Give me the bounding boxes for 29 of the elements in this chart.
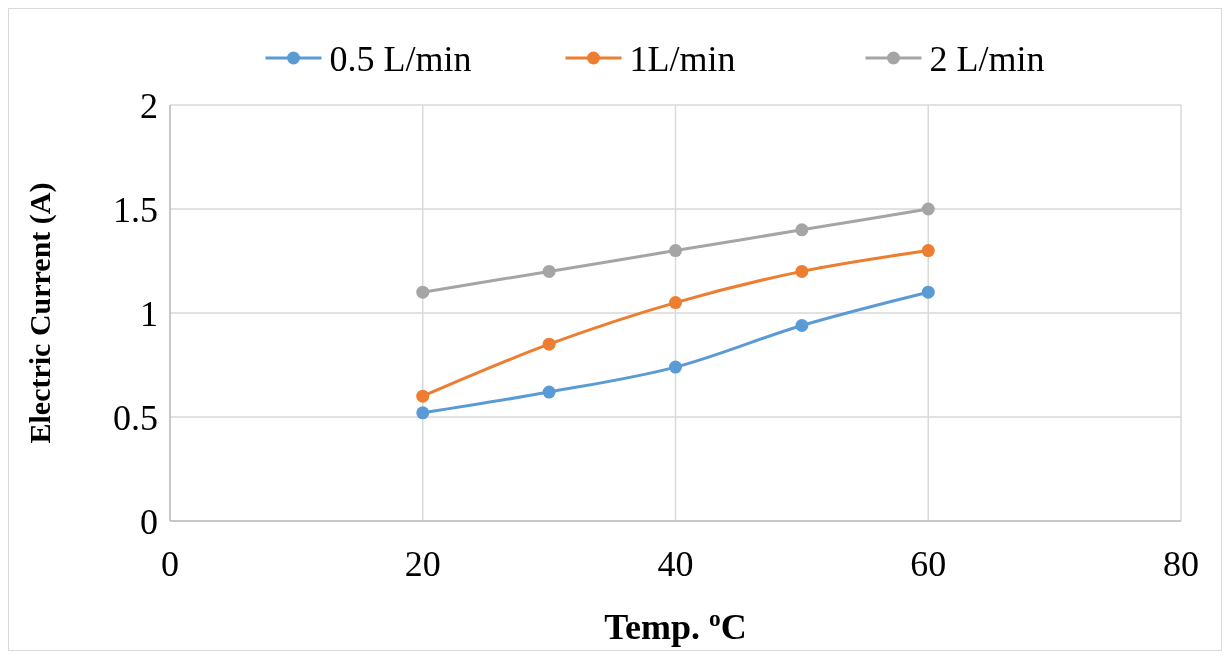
point <box>795 223 809 237</box>
point <box>542 264 556 278</box>
x-axis-title: Temp. $^{o}$C <box>604 605 747 647</box>
point <box>795 264 809 278</box>
point <box>542 385 556 399</box>
point <box>669 360 682 374</box>
y-tick-label: 2 <box>140 85 158 126</box>
point <box>921 244 935 258</box>
x-tick-label: 20 <box>404 544 441 584</box>
legend-label: 2 L/min <box>929 38 1045 79</box>
point <box>416 406 430 420</box>
y-tick-label: 1 <box>140 293 158 334</box>
point <box>669 244 682 258</box>
x-tick-label: 40 <box>657 544 694 584</box>
x-tick-label: 80 <box>1163 544 1199 584</box>
point <box>795 318 809 332</box>
point <box>416 389 430 403</box>
point <box>416 285 430 299</box>
y-tick-label: 1.5 <box>113 189 158 230</box>
legend-label: 0.5 L/min <box>329 38 472 79</box>
y-axis-title: Electric Current (A) <box>23 182 57 444</box>
point <box>921 202 935 216</box>
point <box>542 337 556 351</box>
point <box>669 296 682 310</box>
legend-label: 1L/min <box>629 38 736 79</box>
y-tick-label: 0.5 <box>113 397 158 438</box>
y-tick-label: 0 <box>140 501 158 542</box>
x-tick-label: 60 <box>910 544 947 584</box>
point <box>921 285 935 299</box>
